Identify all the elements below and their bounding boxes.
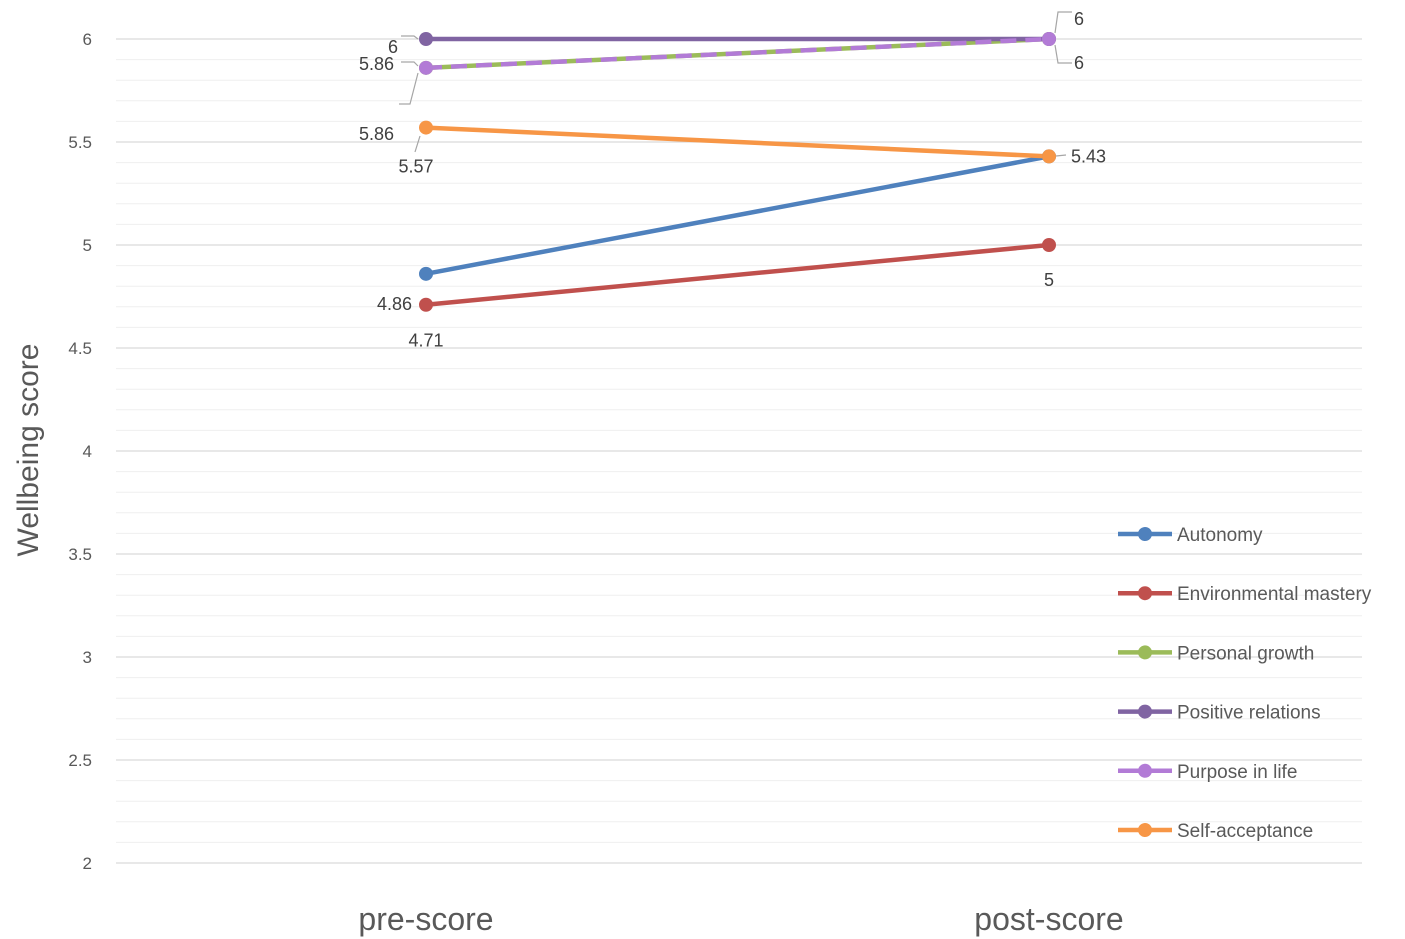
y-tick-label: 5 [83,236,92,255]
series-line-purpose-in-life [425,36,1050,71]
leader-line [1054,11,1072,34]
data-point-autonomy [419,266,433,281]
data-label-autonomy: 5.43 [1071,146,1106,166]
series-line-environmental-mastery [423,242,1052,307]
data-points [419,32,1056,312]
data-point-self-acceptance [1042,149,1056,164]
x-category-label: pre-score [358,901,493,937]
data-label-self-acceptance: 5.57 [398,157,433,177]
legend-swatch-marker [1138,704,1152,719]
leader-line [401,35,419,40]
legend-swatch-marker [1138,586,1152,601]
y-tick-label: 5.5 [68,133,92,152]
legend-label-purpose-in-life: Purpose in life [1177,762,1297,783]
y-tick-label: 2.5 [68,751,92,770]
legend-swatch-marker [1138,823,1152,837]
leader-line [401,61,419,67]
data-point-positive-relations [419,32,433,46]
legend-label-self-acceptance: Self-acceptance [1177,821,1313,842]
y-tick-label: 4.5 [68,339,92,358]
data-label-personal-growth: 6 [1074,53,1084,73]
data-label-environmental-mastery: 5 [1044,270,1054,290]
y-axis-tick-labels: 2 2.5 3 3.5 4 4.5 5 5.5 6 [68,30,92,873]
legend-swatch-marker [1138,763,1152,778]
legend-swatch-marker [1138,645,1152,660]
label-leader-lines [399,11,1072,157]
data-point-self-acceptance [419,120,433,135]
legend-label-positive-relations: Positive relations [1177,703,1321,724]
data-point-purpose-in-life [419,60,433,75]
leader-line [399,72,419,105]
leader-line [1055,154,1067,157]
major-gridlines [116,38,1362,864]
legend-label-autonomy: Autonomy [1177,525,1263,546]
data-label-personal-growth: 5.86 [359,124,394,144]
y-tick-label: 2 [83,854,92,873]
leader-line [414,135,421,153]
x-axis-category-labels: pre-score post-score [358,901,1123,937]
legend-label-personal-growth: Personal growth [1177,643,1314,664]
minor-gridlines [116,59,1362,843]
y-tick-label: 3 [83,648,92,667]
series-lines [423,36,1052,307]
data-label-environmental-mastery: 4.71 [408,331,443,351]
y-tick-label: 4 [83,442,92,461]
legend-label-environmental-mastery: Environmental mastery [1177,584,1372,605]
legend: Autonomy Environmental mastery Personal gr… [1118,525,1372,842]
data-point-environmental-mastery [419,297,433,312]
data-label-purpose-in-life: 5.86 [359,54,394,74]
series-line-autonomy [423,154,1052,277]
y-tick-label: 3.5 [68,545,92,564]
y-tick-label: 6 [83,30,92,49]
x-category-label: post-score [974,901,1123,937]
data-point-purpose-in-life [1042,32,1056,46]
series-line-self-acceptance [423,125,1052,159]
data-label-positive-relations: 6 [1074,9,1084,29]
data-label-autonomy: 4.86 [377,294,412,314]
leader-line [1054,44,1072,64]
legend-swatch-marker [1138,527,1152,541]
y-axis-title: Wellbeing score [12,344,45,557]
data-point-environmental-mastery [1042,238,1056,252]
data-label-positive-relations: 6 [388,37,398,57]
